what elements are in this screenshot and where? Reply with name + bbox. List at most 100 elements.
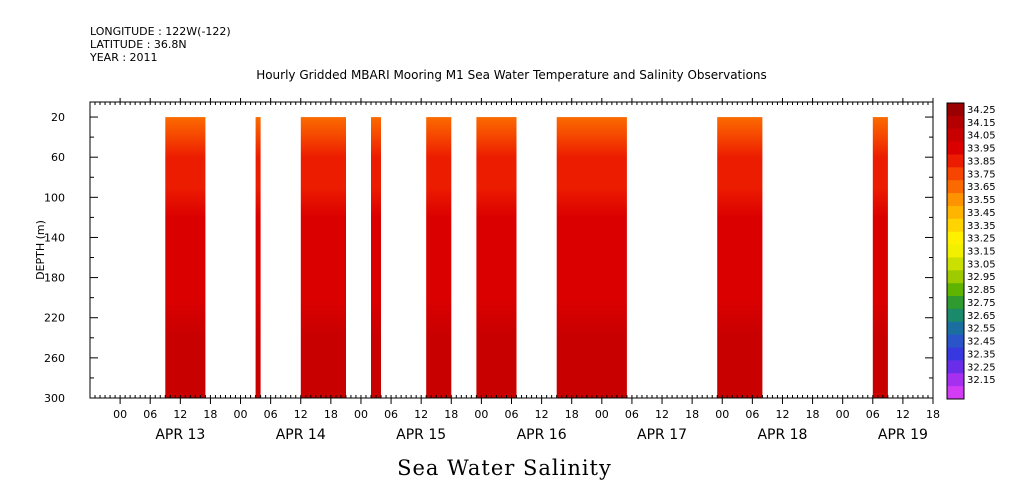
x-tick-label: 12: [294, 408, 308, 421]
colorbar-label: 32.35: [967, 350, 996, 361]
colorbar-swatch: [947, 296, 964, 310]
colorbar-swatch: [947, 321, 964, 336]
x-tick-label: 12: [655, 408, 669, 421]
y-tick-label: 100: [44, 191, 65, 204]
colorbar-label: 33.05: [967, 259, 996, 270]
x-tick-label: 00: [836, 408, 850, 421]
colorbar-swatch: [947, 128, 964, 143]
heatmap-chart: 00 06 12 18 00 06 12 18 00 06 12 18 00 06 12 18 00 06 12 18…: [34, 98, 996, 443]
x-tick-label: 12: [414, 408, 428, 421]
colorbar-swatch: [947, 386, 964, 400]
colorbar-swatch: [947, 244, 964, 258]
colorbar-swatch: [947, 347, 964, 361]
colorbar-swatch: [947, 270, 964, 284]
x-day-label: APR 13: [155, 427, 205, 443]
x-tick-label: 00: [595, 408, 609, 421]
x-day-label: APR 14: [276, 427, 326, 443]
x-tick-label: 18: [806, 408, 820, 421]
x-tick-label: 12: [775, 408, 789, 421]
data-segment: [717, 117, 763, 398]
x-tick-label: 06: [384, 408, 398, 421]
colorbar-label: 33.65: [967, 182, 996, 193]
data-segment: [426, 117, 452, 398]
x-day-label: APR 15: [396, 427, 446, 443]
x-tick-label: 00: [474, 408, 488, 421]
y-tick-label: 60: [51, 151, 65, 164]
y-tick-label: 220: [44, 312, 65, 325]
x-day-label: APR 16: [517, 427, 567, 443]
colorbar-swatch: [947, 115, 964, 130]
x-tick-label: 06: [264, 408, 278, 421]
colorbar-label: 32.25: [967, 362, 996, 373]
plot-metadata: LONGITUDE : 122W(-122) LATITUDE : 36.8N …: [90, 25, 231, 64]
colorbar-swatch: [947, 308, 964, 323]
y-tick-label: 260: [44, 352, 65, 365]
colorbar-label: 32.95: [967, 272, 996, 283]
x-tick-label: 00: [234, 408, 248, 421]
data-segment: [872, 117, 888, 398]
colorbar-swatch: [947, 193, 964, 207]
y-tick-label: 300: [44, 392, 65, 405]
variable-label: Sea Water Salinity: [397, 456, 612, 480]
data-segment: [300, 117, 346, 398]
data-segment: [476, 117, 517, 398]
x-tick-label: 18: [685, 408, 699, 421]
colorbar-label: 32.45: [967, 337, 996, 348]
colorbar-label: 32.65: [967, 311, 996, 322]
colorbar-label: 32.85: [967, 285, 996, 296]
colorbar-label: 34.15: [967, 118, 996, 129]
colorbar-label: 32.55: [967, 324, 996, 335]
colorbar-swatch: [947, 141, 964, 155]
x-tick-label: 06: [505, 408, 519, 421]
colorbar-swatch: [947, 334, 964, 348]
colorbar-swatch: [947, 257, 964, 271]
x-day-label: APR 18: [757, 427, 807, 443]
colorbar-label: 33.55: [967, 195, 996, 206]
y-tick-label: 20: [51, 111, 65, 124]
colorbar-label: 32.75: [967, 298, 996, 309]
x-day-label: APR 17: [637, 427, 687, 443]
data-segment: [556, 117, 627, 398]
x-tick-label: 00: [354, 408, 368, 421]
data-segment: [165, 117, 206, 398]
x-tick-label: 12: [535, 408, 549, 421]
x-tick-label: 12: [896, 408, 910, 421]
y-tick-label: 140: [44, 231, 65, 244]
y-axis-label: DEPTH (m): [34, 220, 47, 280]
colorbar-swatch: [947, 154, 964, 168]
colorbar-label: 33.75: [967, 169, 996, 180]
colorbar-label: 33.95: [967, 144, 996, 155]
colorbar-swatch: [947, 283, 964, 297]
colorbar-label: 33.25: [967, 234, 996, 245]
x-tick-label: 18: [926, 408, 940, 421]
x-day-label: APR 19: [878, 427, 928, 443]
colorbar-label: 33.15: [967, 247, 996, 258]
colorbar-label: 34.25: [967, 105, 996, 116]
y-axis: 20 60 100 140 180 220 260 300: [44, 111, 933, 405]
colorbar-swatch: [947, 103, 964, 117]
x-tick-label: 06: [745, 408, 759, 421]
x-tick-label: 06: [866, 408, 880, 421]
data-segment: [255, 117, 261, 398]
x-tick-label: 18: [565, 408, 579, 421]
x-axis: 00 06 12 18 00 06 12 18 00 06 12 18 00 06 12 18 00 06 12 18…: [89, 98, 940, 443]
x-tick-label: 06: [143, 408, 157, 421]
colorbar-frame: [946, 102, 965, 400]
x-tick-label: 00: [715, 408, 729, 421]
colorbar-label: 33.35: [967, 221, 996, 232]
colorbar-swatch: [947, 360, 964, 374]
year-label: YEAR : 2011: [90, 51, 158, 64]
colorbar-swatch: [947, 218, 964, 233]
colorbar-swatch: [947, 231, 964, 245]
colorbar-swatch: [947, 205, 964, 220]
data-segment: [371, 117, 381, 398]
latitude-label: LATITUDE : 36.8N: [90, 38, 187, 51]
colorbar-swatch: [947, 167, 964, 181]
data-segments: [165, 117, 888, 398]
x-tick-label: 18: [203, 408, 217, 421]
colorbar-swatch: [947, 373, 964, 387]
chart-title: Hourly Gridded MBARI Mooring M1 Sea Wate…: [256, 68, 767, 82]
colorbar-label: 33.45: [967, 208, 996, 219]
x-tick-label: 12: [173, 408, 187, 421]
